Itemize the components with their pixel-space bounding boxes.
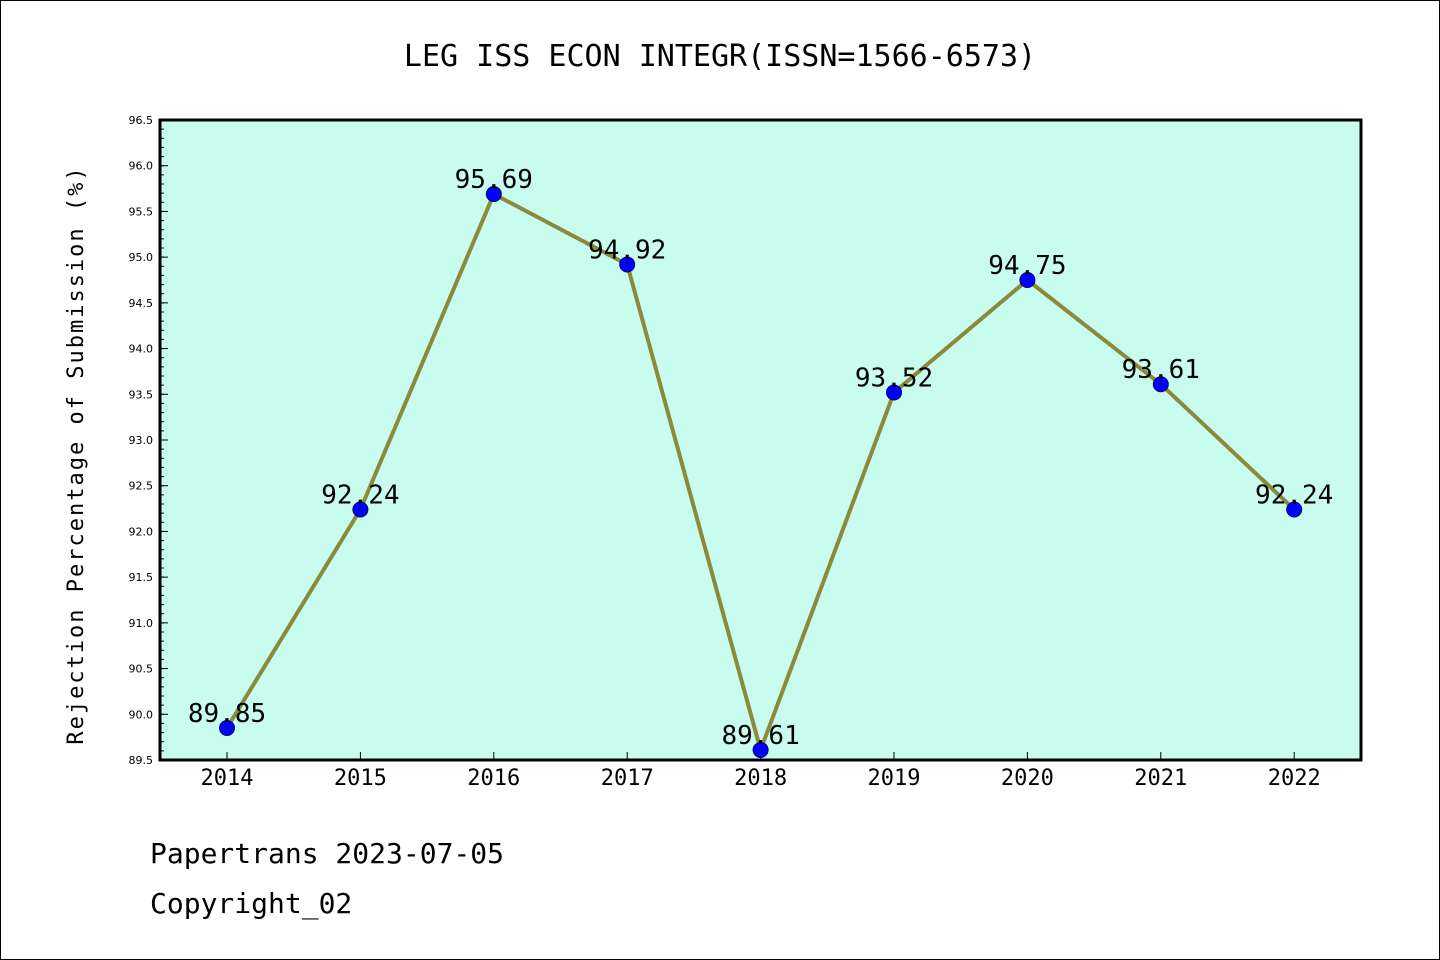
data-label-2014: 89.85 — [188, 699, 266, 729]
x-tick-label: 2019 — [868, 766, 921, 791]
data-point-2020 — [1019, 272, 1036, 288]
y-tick-label: 95.0 — [129, 251, 154, 264]
y-tick-label: 92.0 — [129, 525, 154, 538]
x-tick-label: 2014 — [201, 766, 254, 791]
data-label-2018: 89.61 — [721, 721, 799, 751]
data-point-2014 — [219, 720, 235, 736]
x-tick-label: 2022 — [1268, 766, 1321, 791]
plot-area — [160, 120, 1361, 760]
data-label-2019: 93.52 — [855, 363, 933, 393]
data-label-2020: 94.75 — [988, 251, 1066, 281]
y-axis: 89.5 90.0 90.5 91.0 91.5 92.0 92.5 93.0 93.5 94.0… — [129, 114, 168, 767]
y-tick-label: 89.5 — [129, 754, 154, 767]
data-point-2018 — [752, 741, 769, 758]
y-axis-label: Rejection Percentage of Submission (%) — [64, 165, 89, 744]
y-tick-label: 91.5 — [129, 571, 154, 584]
x-tick-label: 2017 — [601, 766, 654, 791]
footer-copyright: Copyright_02 — [150, 887, 352, 921]
y-tick-label: 93.0 — [129, 434, 154, 447]
y-tick-label: 90.5 — [129, 663, 154, 676]
y-tick-label: 91.0 — [129, 617, 154, 630]
data-label-2017: 94.92 — [588, 235, 666, 265]
y-tick-label: 90.0 — [129, 708, 154, 721]
data-point-2015 — [352, 501, 369, 518]
x-axis: 2014 2015 2016 2017 2018 2019 2020 2021 2022 — [201, 752, 1321, 791]
footer-papertrans: Papertrans 2023-07-05 — [150, 837, 504, 870]
y-tick-label: 95.5 — [129, 205, 154, 218]
y-tick-label: 92.5 — [129, 480, 154, 493]
data-point-2019 — [886, 384, 902, 401]
x-tick-label: 2020 — [1001, 766, 1054, 791]
data-point-2022 — [1286, 501, 1303, 518]
x-tick-label: 2021 — [1134, 766, 1187, 791]
data-point-2021 — [1152, 376, 1169, 393]
data-label-2015: 92.24 — [321, 480, 399, 510]
x-tick-label: 2018 — [734, 766, 787, 791]
data-label-2016: 95.69 — [455, 165, 533, 195]
x-tick-label: 2016 — [467, 766, 520, 791]
chart-title: LEG ISS ECON INTEGR(ISSN=1566-6573) — [404, 39, 1036, 74]
data-point-2016 — [485, 186, 502, 203]
y-tick-label: 93.5 — [129, 388, 154, 401]
data-label-2021: 93.61 — [1122, 355, 1200, 385]
data-markers — [219, 186, 1303, 758]
data-labels: 89.85 92.24 95.69 94.92 89.61 93.52 94.75 93.61… — [188, 165, 1333, 751]
x-tick-label: 2015 — [334, 766, 387, 791]
y-tick-label: 94.5 — [129, 297, 154, 310]
y-tick-label: 96.0 — [129, 160, 154, 173]
plot-border — [158, 118, 1363, 762]
data-label-2022: 92.24 — [1255, 480, 1333, 510]
y-tick-label: 94.0 — [129, 343, 154, 356]
y-tick-label: 96.5 — [129, 114, 154, 127]
data-point-2017 — [619, 256, 636, 273]
